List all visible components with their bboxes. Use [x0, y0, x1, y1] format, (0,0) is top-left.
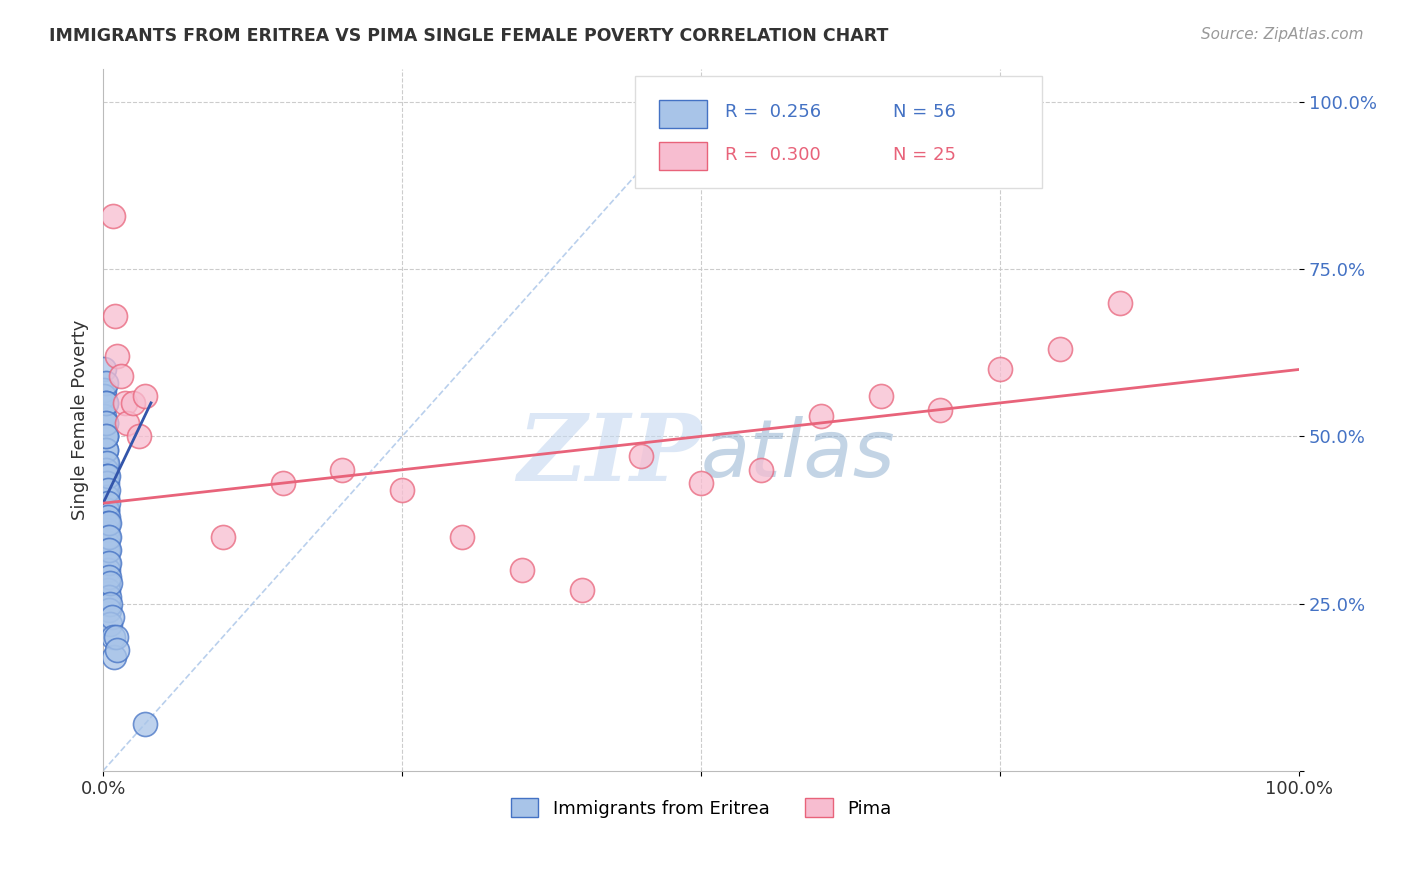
Point — [107, 643, 129, 657]
Point — [97, 563, 120, 577]
Point — [96, 503, 118, 517]
Point — [96, 536, 118, 550]
Point — [96, 543, 118, 558]
Point — [98, 576, 121, 591]
Point — [98, 516, 121, 531]
Point — [98, 557, 121, 571]
Point — [94, 429, 117, 443]
Point — [128, 429, 150, 443]
FancyBboxPatch shape — [636, 76, 1042, 188]
Point — [1108, 295, 1130, 310]
Point — [96, 456, 118, 470]
Point — [94, 483, 117, 497]
Text: IMMIGRANTS FROM ERITREA VS PIMA SINGLE FEMALE POVERTY CORRELATION CHART: IMMIGRANTS FROM ERITREA VS PIMA SINGLE F… — [49, 27, 889, 45]
Point — [94, 463, 117, 477]
Point — [97, 469, 120, 483]
Point — [94, 442, 117, 457]
Point — [114, 396, 136, 410]
Point — [103, 650, 125, 665]
Point — [96, 469, 118, 483]
Point — [94, 416, 117, 430]
Point — [571, 583, 593, 598]
Point — [98, 570, 121, 584]
Point — [330, 463, 353, 477]
Point — [105, 630, 128, 644]
Point — [98, 590, 121, 604]
Text: R =  0.300: R = 0.300 — [725, 146, 821, 164]
Point — [93, 409, 115, 424]
Text: N = 25: N = 25 — [893, 146, 956, 164]
Point — [97, 496, 120, 510]
Legend: Immigrants from Eritrea, Pima: Immigrants from Eritrea, Pima — [503, 791, 898, 825]
Point — [96, 523, 118, 537]
Point — [97, 483, 120, 497]
Text: ZIP: ZIP — [517, 409, 702, 500]
Point — [93, 389, 115, 403]
Point — [510, 563, 533, 577]
Point — [97, 557, 120, 571]
Point — [134, 717, 156, 731]
Point — [1049, 343, 1071, 357]
Point — [988, 362, 1011, 376]
Point — [96, 516, 118, 531]
Point — [749, 463, 772, 477]
Text: atlas: atlas — [702, 416, 896, 493]
Point — [100, 610, 122, 624]
FancyBboxPatch shape — [659, 142, 707, 170]
Point — [94, 429, 117, 443]
Point — [98, 530, 121, 544]
Point — [96, 490, 118, 504]
Point — [134, 389, 156, 403]
Point — [810, 409, 832, 424]
Point — [211, 530, 233, 544]
Point — [97, 516, 120, 531]
Point — [94, 416, 117, 430]
Point — [94, 376, 117, 390]
Point — [94, 456, 117, 470]
Point — [929, 402, 952, 417]
Text: R =  0.256: R = 0.256 — [725, 103, 821, 121]
Point — [690, 476, 713, 491]
Point — [94, 396, 117, 410]
Point — [94, 429, 117, 443]
Point — [115, 416, 138, 430]
Y-axis label: Single Female Poverty: Single Female Poverty — [72, 319, 89, 520]
Point — [96, 503, 118, 517]
Point — [451, 530, 474, 544]
Point — [98, 543, 121, 558]
Point — [869, 389, 891, 403]
Point — [97, 576, 120, 591]
Point — [110, 369, 132, 384]
Point — [93, 383, 115, 397]
Point — [97, 583, 120, 598]
Point — [94, 442, 117, 457]
Point — [94, 396, 117, 410]
Point — [97, 597, 120, 611]
Point — [101, 209, 124, 223]
Text: N = 56: N = 56 — [893, 103, 956, 121]
Point — [97, 530, 120, 544]
Point — [630, 450, 652, 464]
Point — [94, 469, 117, 483]
Point — [98, 603, 121, 617]
Point — [97, 509, 120, 524]
Point — [122, 396, 145, 410]
Point — [271, 476, 294, 491]
FancyBboxPatch shape — [659, 100, 707, 128]
Point — [107, 349, 129, 363]
Point — [97, 543, 120, 558]
Point — [98, 597, 121, 611]
Point — [104, 309, 127, 323]
Point — [96, 476, 118, 491]
Point — [101, 630, 124, 644]
Text: Source: ZipAtlas.com: Source: ZipAtlas.com — [1201, 27, 1364, 42]
Point — [98, 616, 121, 631]
Point — [391, 483, 413, 497]
Point — [93, 362, 115, 376]
